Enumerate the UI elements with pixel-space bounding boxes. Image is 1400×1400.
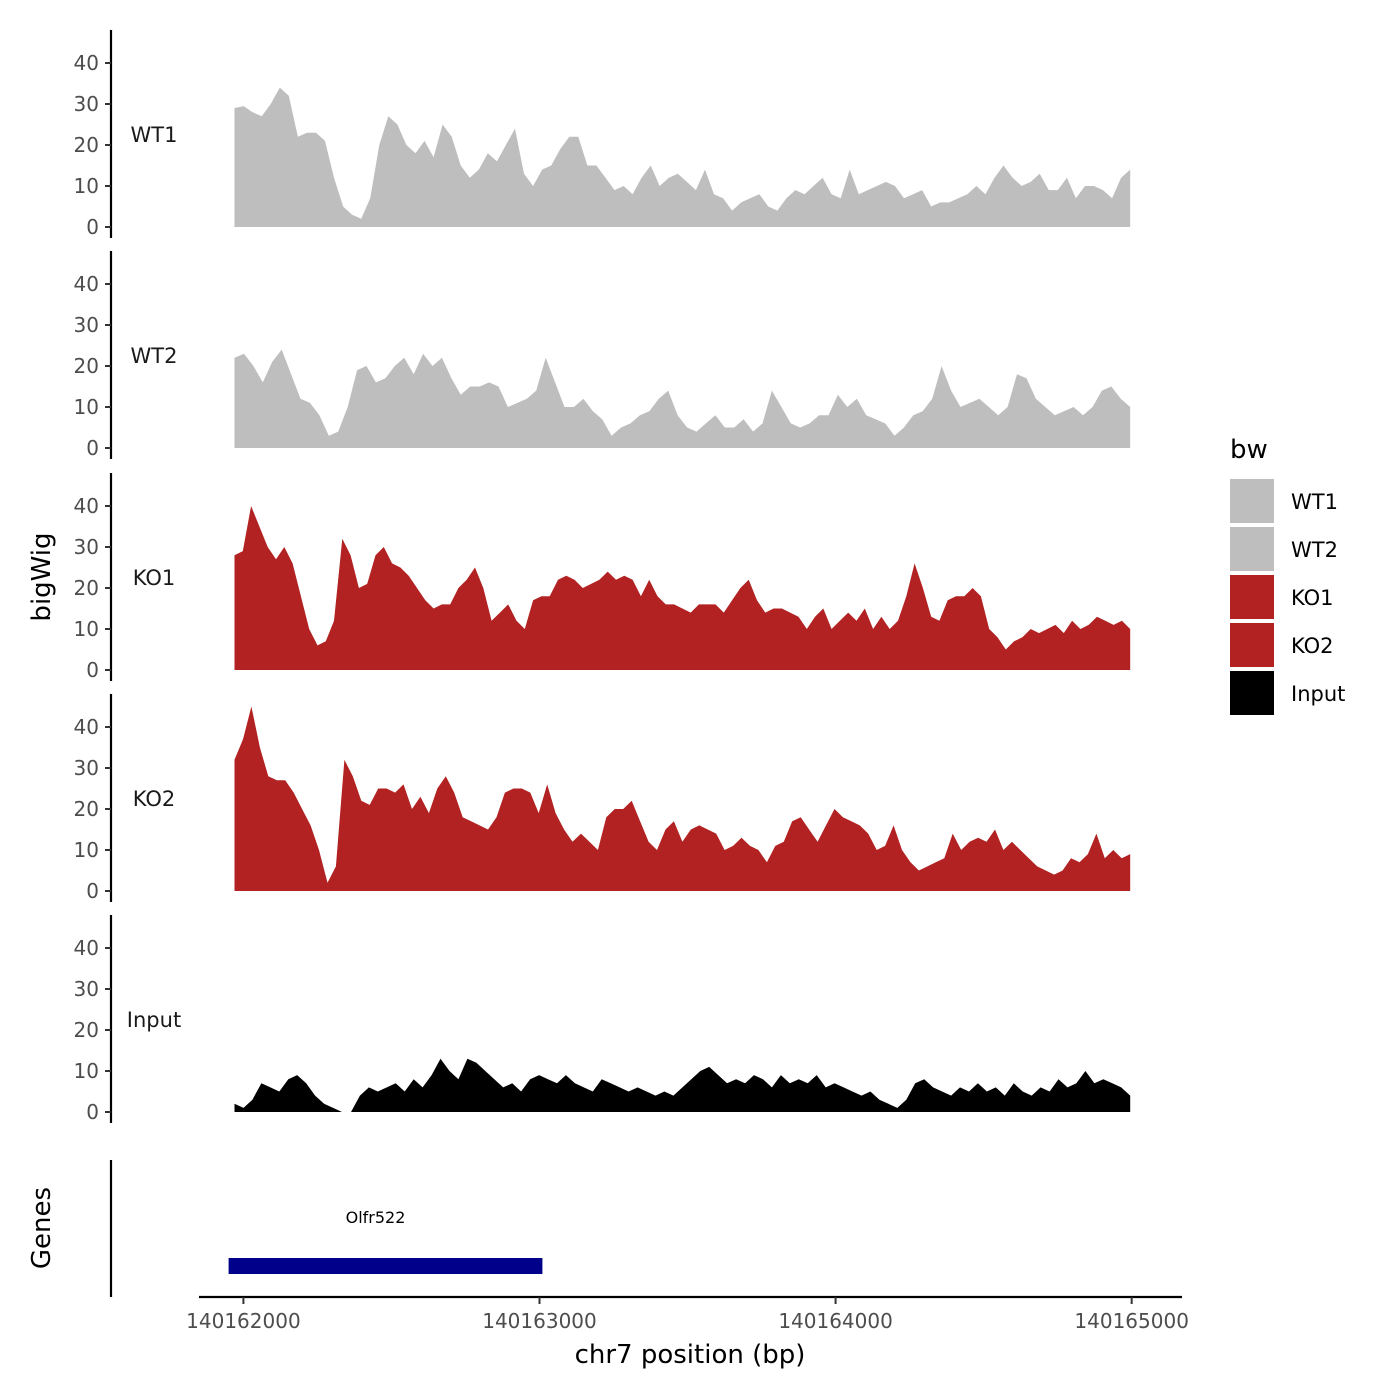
legend-label: WT2 — [1291, 538, 1338, 562]
legend-label: KO2 — [1291, 634, 1334, 658]
track-panel-input: 0 10 20 30 40 Input — [74, 915, 1131, 1124]
y-tick-label: 30 — [74, 92, 99, 116]
legend-label: KO1 — [1291, 586, 1334, 610]
legend-label: Input — [1291, 682, 1345, 706]
y-tick-label: 10 — [74, 1059, 99, 1083]
track-panel-ko1: 0 10 20 30 40 KO1 — [74, 473, 1131, 682]
x-tick-label: 140163000 — [482, 1309, 597, 1333]
genes-axis-title: Genes — [27, 1187, 57, 1269]
x-tick-label: 140162000 — [186, 1309, 301, 1333]
coverage-area-wt1 — [234, 87, 1131, 227]
x-tick-label: 140164000 — [778, 1309, 893, 1333]
y-tick-label: 20 — [74, 133, 99, 157]
track-label: WT2 — [131, 344, 178, 368]
track-label: WT1 — [131, 123, 178, 147]
x-ticks: 140162000 140163000 140164000 140165000 — [186, 1297, 1189, 1333]
y-tick-label: 30 — [74, 535, 99, 559]
x-tick-label: 140165000 — [1074, 1309, 1189, 1333]
y-tick-label: 40 — [74, 494, 99, 518]
track-label: Input — [127, 1008, 181, 1032]
genes-panel: Genes Olfr522 — [27, 1160, 543, 1297]
y-tick-label: 0 — [86, 1100, 99, 1124]
coverage-area-ko1 — [234, 506, 1131, 670]
y-tick-label: 40 — [74, 51, 99, 75]
legend-swatch-wt1 — [1230, 479, 1274, 523]
track-label: KO1 — [133, 566, 176, 590]
x-axis: 140162000 140163000 140164000 140165000 chr… — [186, 1295, 1189, 1370]
legend-label: WT1 — [1291, 490, 1338, 514]
track-panel-wt1: 0 10 20 30 40 WT1 — [74, 30, 1131, 239]
y-tick-label: 10 — [74, 617, 99, 641]
y-tick-label: 10 — [74, 174, 99, 198]
gene-label: Olfr522 — [346, 1208, 406, 1227]
y-tick-label: 20 — [74, 797, 99, 821]
y-tick-label: 10 — [74, 395, 99, 419]
track-label: KO2 — [133, 787, 176, 811]
y-tick-label: 0 — [86, 658, 99, 682]
track-panel-ko2: 0 10 20 30 40 KO2 — [74, 694, 1131, 903]
y-tick-label: 20 — [74, 576, 99, 600]
y-tick-label: 30 — [74, 313, 99, 337]
y-tick-label: 0 — [86, 436, 99, 460]
coverage-area-input — [234, 1058, 1131, 1112]
y-tick-label: 40 — [74, 272, 99, 296]
legend-title: bw — [1230, 435, 1268, 465]
legend-swatch-input — [1230, 671, 1274, 715]
coverage-area-ko2 — [234, 706, 1131, 891]
y-tick-label: 20 — [74, 1018, 99, 1042]
track-panel-wt2: 0 10 20 30 40 WT2 — [74, 251, 1131, 460]
gene-bar — [228, 1258, 543, 1274]
track-panels: 0 10 20 30 40 WT1 0 10 20 30 40 WT2 0 10 20 30 40 KO1 0 10 2… — [74, 30, 1131, 1124]
gene-items: Olfr522 — [228, 1208, 543, 1274]
y-tick-label: 40 — [74, 715, 99, 739]
y-tick-label: 10 — [74, 838, 99, 862]
legend-swatch-wt2 — [1230, 527, 1274, 571]
y-tick-label: 20 — [74, 354, 99, 378]
coverage-area-wt2 — [234, 349, 1131, 448]
legend-swatch-ko1 — [1230, 575, 1274, 619]
legend-items: WT1 WT2 KO1 KO2 Input — [1230, 479, 1345, 715]
x-axis-title: chr7 position (bp) — [575, 1340, 806, 1370]
y-tick-label: 30 — [74, 756, 99, 780]
y-tick-label: 0 — [86, 879, 99, 903]
y-tick-label: 0 — [86, 215, 99, 239]
y-tick-label: 30 — [74, 977, 99, 1001]
legend: bw WT1 WT2 KO1 KO2 Input — [1230, 435, 1345, 715]
legend-swatch-ko2 — [1230, 623, 1274, 667]
y-axis-title: bigWig — [27, 532, 57, 621]
y-tick-label: 40 — [74, 936, 99, 960]
